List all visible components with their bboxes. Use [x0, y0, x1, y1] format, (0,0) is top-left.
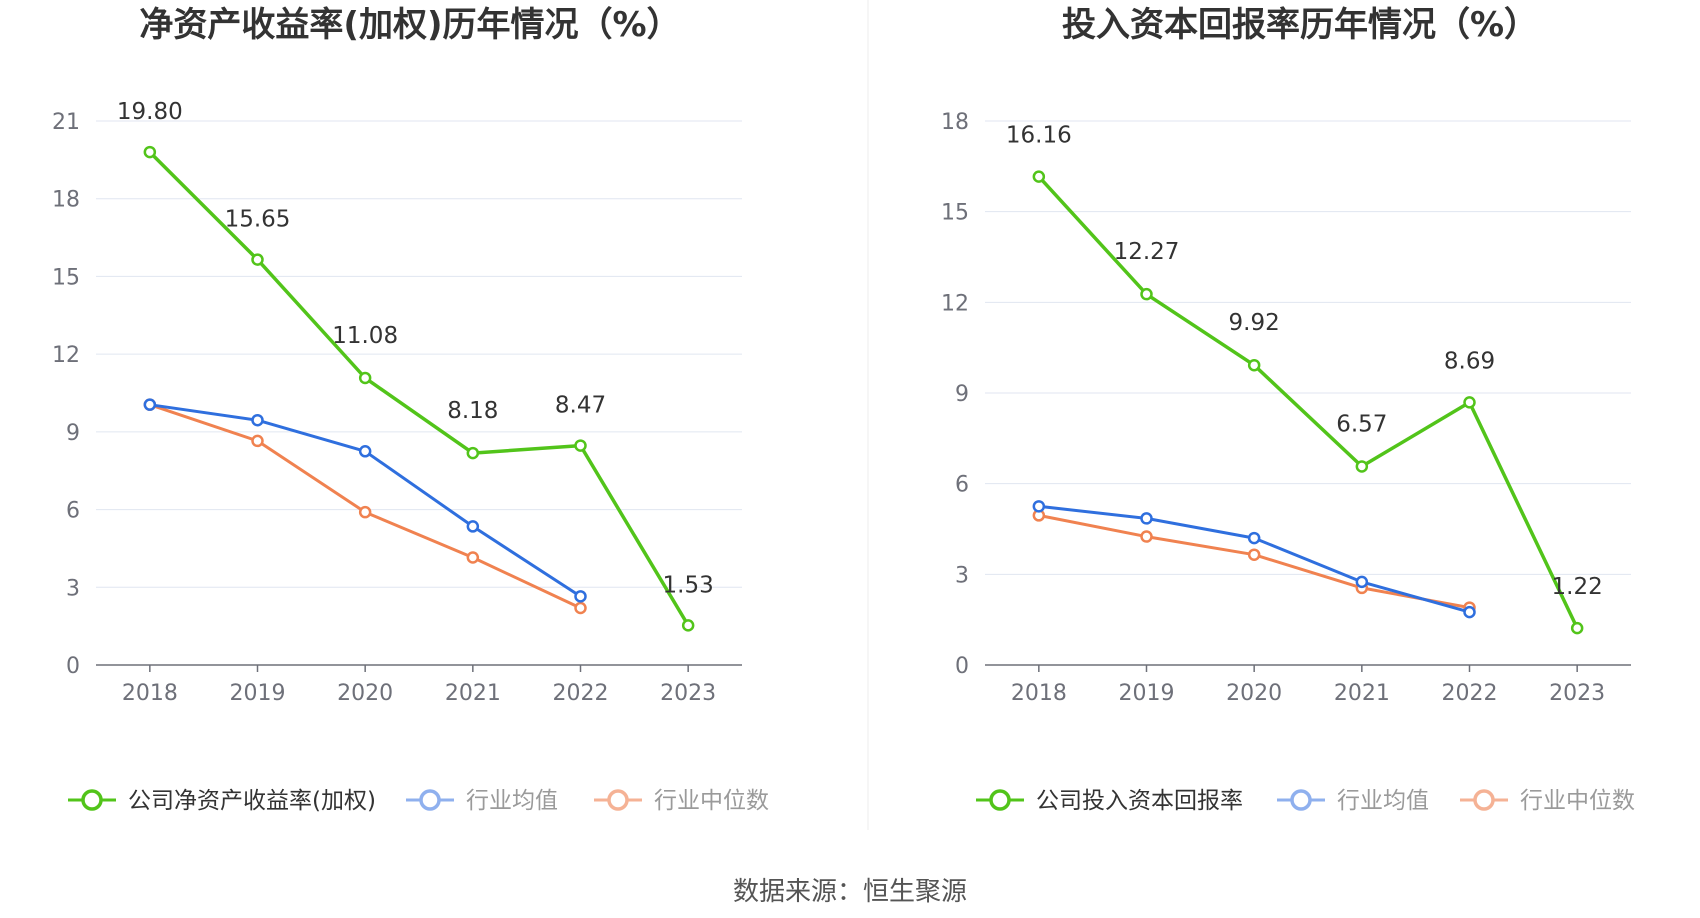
data-point[interactable] — [574, 601, 587, 615]
data-point[interactable] — [1247, 548, 1261, 561]
data-label: 12.27 — [1114, 239, 1180, 265]
legend-label: 行业均值 — [466, 788, 558, 814]
y-tick-label: 18 — [52, 188, 80, 213]
data-point[interactable] — [251, 413, 264, 427]
legend-marker-icon — [1290, 789, 1312, 811]
data-label: 1.22 — [1552, 574, 1603, 600]
data-label: 9.92 — [1229, 310, 1280, 336]
data-point[interactable] — [1032, 170, 1046, 183]
x-tick-label: 2021 — [1334, 681, 1390, 706]
data-point[interactable] — [466, 520, 480, 533]
data-point[interactable] — [681, 619, 695, 632]
data-label: 11.08 — [332, 323, 398, 349]
x-tick-label: 2018 — [1011, 681, 1067, 706]
y-tick-label: 15 — [52, 265, 80, 290]
x-tick-label: 2018 — [122, 681, 178, 706]
y-tick-label: 6 — [955, 473, 969, 498]
x-tick-label: 2019 — [1119, 681, 1175, 706]
legend-item[interactable]: 行业均值 — [1277, 788, 1429, 814]
legend: 公司净资产收益率(加权) 行业均值 行业中位数 — [68, 788, 769, 814]
y-tick-label: 0 — [66, 654, 80, 679]
data-point[interactable] — [1140, 530, 1153, 543]
data-point[interactable] — [1463, 605, 1476, 619]
data-point[interactable] — [251, 434, 264, 448]
x-tick-label: 2023 — [1549, 681, 1605, 706]
x-tick-label: 2020 — [337, 681, 393, 706]
y-tick-label: 0 — [955, 654, 969, 679]
data-point[interactable] — [1570, 621, 1584, 635]
legend-marker-icon — [607, 789, 629, 811]
data-label: 19.80 — [117, 99, 183, 125]
data-point[interactable] — [358, 371, 372, 385]
legend-label: 行业均值 — [1337, 788, 1429, 814]
data-point[interactable] — [466, 446, 480, 460]
y-tick-label: 18 — [941, 110, 969, 135]
data-label: 6.57 — [1336, 411, 1387, 437]
y-tick-label: 6 — [66, 499, 80, 524]
roe-chart: 净资产收益率(加权)历年情况（%） 0 3 6 9 12 15 18 21 2018 2019 202… — [52, 5, 769, 814]
y-tick-label: 15 — [941, 201, 969, 226]
data-point[interactable] — [1032, 500, 1046, 513]
legend: 公司投入资本回报率 行业均值 行业中位数 — [976, 788, 1635, 814]
data-point[interactable] — [1140, 287, 1153, 301]
roic-chart: 投入资本回报率历年情况（%） 0 3 6 9 12 15 18 2018 2019 2020 2021… — [941, 5, 1635, 814]
data-point[interactable] — [358, 445, 372, 458]
data-point[interactable] — [574, 439, 587, 452]
y-tick-label: 12 — [941, 291, 969, 316]
data-point[interactable] — [143, 145, 157, 159]
legend-item[interactable]: 行业均值 — [406, 788, 558, 814]
legend-marker-icon — [419, 789, 441, 811]
data-point[interactable] — [574, 590, 587, 603]
data-label: 16.16 — [1006, 123, 1072, 149]
data-label: 15.65 — [225, 207, 291, 233]
legend-item[interactable]: 公司净资产收益率(加权) — [68, 788, 376, 814]
source-text: 数据来源：恒生聚源 — [733, 877, 967, 907]
data-label: 1.53 — [663, 572, 714, 598]
series-line — [1037, 175, 1579, 629]
data-point[interactable] — [358, 505, 372, 519]
data-point[interactable] — [1463, 396, 1476, 409]
data-label: 8.18 — [447, 398, 498, 424]
data-point[interactable] — [1247, 358, 1261, 372]
x-tick-label: 2021 — [445, 681, 501, 706]
x-tick-label: 2023 — [660, 681, 716, 706]
data-point[interactable] — [1355, 575, 1369, 589]
legend-label: 行业中位数 — [654, 788, 769, 814]
legend-marker-icon — [989, 789, 1011, 811]
chart-title: 净资产收益率(加权)历年情况（%） — [139, 5, 680, 45]
legend-item[interactable]: 行业中位数 — [594, 788, 769, 814]
y-tick-label: 3 — [66, 576, 80, 601]
chart-title: 投入资本回报率历年情况（%） — [1062, 5, 1538, 45]
y-tick-label: 9 — [955, 382, 969, 407]
data-point[interactable] — [143, 398, 157, 411]
x-tick-label: 2022 — [553, 681, 609, 706]
data-point[interactable] — [1355, 460, 1369, 473]
x-tick-label: 2022 — [1442, 681, 1498, 706]
y-tick-label: 9 — [66, 421, 80, 446]
legend-label: 公司投入资本回报率 — [1036, 788, 1243, 814]
series-line — [148, 150, 690, 627]
legend-label: 行业中位数 — [1520, 788, 1635, 814]
data-label: 8.47 — [555, 393, 606, 419]
data-point[interactable] — [1140, 512, 1153, 525]
y-tick-label: 12 — [52, 343, 80, 368]
x-tick-label: 2019 — [230, 681, 286, 706]
legend-label: 公司净资产收益率(加权) — [128, 788, 376, 814]
data-point[interactable] — [1247, 531, 1261, 545]
legend-marker-icon — [1473, 789, 1495, 811]
y-tick-label: 21 — [52, 110, 80, 135]
legend-item[interactable]: 公司投入资本回报率 — [976, 788, 1243, 814]
y-tick-label: 3 — [955, 563, 969, 588]
x-tick-label: 2020 — [1226, 681, 1282, 706]
legend-item[interactable]: 行业中位数 — [1460, 788, 1635, 814]
data-point[interactable] — [251, 253, 264, 266]
series-line — [149, 403, 582, 598]
data-label: 8.69 — [1444, 348, 1495, 374]
data-point[interactable] — [466, 551, 480, 564]
legend-marker-icon — [81, 789, 103, 811]
